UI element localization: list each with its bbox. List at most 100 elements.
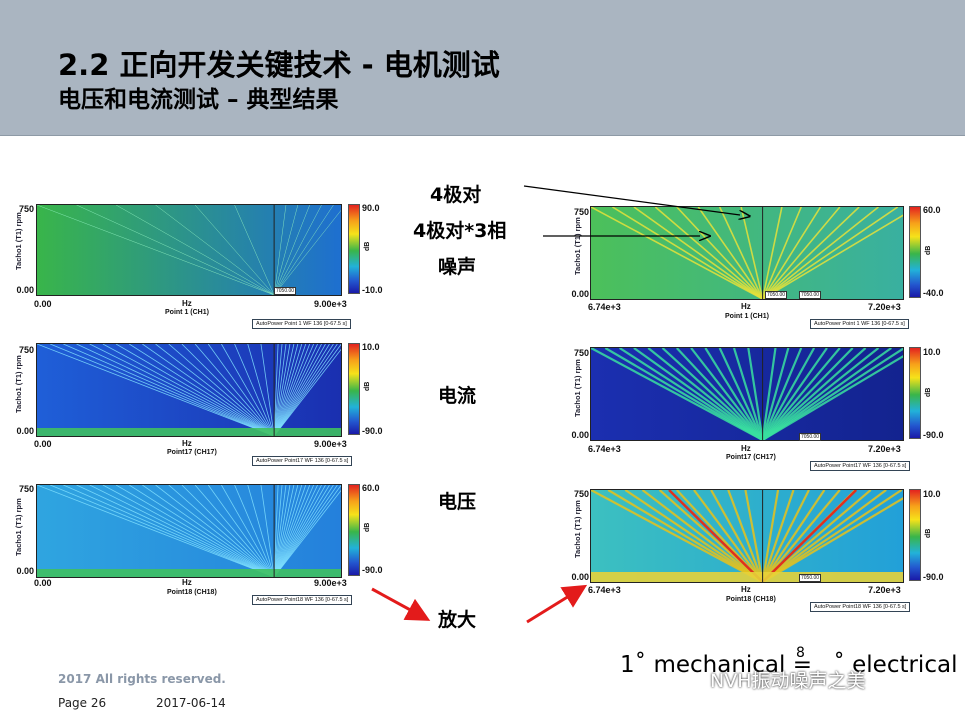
title-banner	[0, 0, 965, 136]
x-tick-left: 0.00	[34, 578, 52, 588]
spectrogram-left-1: Tacho1 (T1) rpm 750 0.00 0.00 9.00e+3 Hz…	[0, 195, 390, 330]
colorbar	[348, 343, 360, 435]
channel-label: Point17 (CH17)	[726, 454, 776, 461]
x-tick-right: 7.20e+3	[868, 302, 901, 312]
y-tick-top: 750	[573, 207, 589, 217]
colorbar-unit: dB	[364, 241, 371, 251]
formula-fraction: 8	[796, 645, 805, 661]
label-noise: 噪声	[438, 256, 477, 278]
y-axis-label: Tacho1 (T1) rpm	[14, 498, 23, 556]
colorbar-max: 10.0	[362, 342, 380, 352]
x-tick-right: 7.20e+3	[868, 444, 901, 454]
colorbar-unit: dB	[925, 387, 932, 397]
spectrogram-area	[36, 343, 342, 437]
legend-box: AutoPower Point18 WF 136 [0-67.5 s]	[810, 602, 911, 612]
spectrogram-area	[36, 204, 342, 296]
formula-text: 1˚ mechanical = ˚ electrical	[620, 652, 957, 678]
spectrogram-left-3: Tacho1 (T1) rpm 750 0.00 0.00 9.00e+3 Hz…	[0, 478, 390, 613]
channel-label: Point18 (CH18)	[167, 589, 217, 596]
spectrogram-right-1: Tacho1 (T1) rpm 750 0.00 6.74e+3 7.20e+3…	[555, 195, 945, 330]
y-tick-bottom: 0.00	[16, 566, 34, 576]
y-tick-top: 750	[573, 348, 589, 358]
legend-box: AutoPower Point17 WF 136 [0-67.5 s]	[810, 461, 911, 471]
colorbar-min: -10.0	[362, 285, 383, 295]
spectrogram-area	[36, 484, 342, 578]
x-tick-right: 7.20e+3	[868, 585, 901, 595]
x-axis-label: Hz	[741, 444, 751, 453]
spectrogram-right-2: Tacho1 (T1) rpm 750 0.00 6.74e+3 7.20e+3…	[555, 337, 945, 472]
spectrogram-area	[590, 206, 904, 300]
spectrogram-image	[37, 205, 341, 295]
slide-subtitle: 电压和电流测试 – 典型结果	[58, 87, 339, 113]
colorbar-max: 90.0	[362, 203, 380, 213]
x-tick-left: 0.00	[34, 439, 52, 449]
colorbar-unit: dB	[364, 381, 371, 391]
x-axis-label: Hz	[182, 439, 192, 448]
cursor-readout: 7050.00	[274, 287, 297, 295]
label-voltage: 电压	[438, 491, 477, 513]
colorbar	[909, 206, 921, 298]
legend-box: AutoPower Point18 WF 136 [0-67.5 s]	[252, 595, 353, 605]
colorbar-min: -90.0	[362, 426, 383, 436]
colorbar-unit: dB	[925, 528, 932, 538]
x-axis-label: Hz	[182, 299, 192, 308]
formula-right: ˚ electrical	[833, 652, 958, 678]
spectrogram-area	[590, 489, 904, 583]
x-tick-left: 6.74e+3	[588, 585, 621, 595]
y-axis-label: Tacho1 (T1) rpm	[573, 500, 582, 558]
x-tick-right: 9.00e+3	[314, 439, 347, 449]
spectrogram-image	[591, 490, 903, 582]
y-axis-label: Tacho1 (T1) rpm	[573, 359, 582, 417]
y-tick-top: 750	[18, 204, 34, 214]
x-tick-right: 9.00e+3	[314, 299, 347, 309]
channel-label: Point 1 (CH1)	[725, 313, 769, 320]
spectrogram-image	[37, 344, 341, 436]
colorbar-min: -90.0	[923, 572, 944, 582]
channel-label: Point 1 (CH1)	[165, 309, 209, 316]
x-tick-left: 6.74e+3	[588, 302, 621, 312]
x-tick-left: 6.74e+3	[588, 444, 621, 454]
y-tick-bottom: 0.00	[571, 572, 589, 582]
colorbar-max: 60.0	[362, 483, 380, 493]
spectrogram-left-2: Tacho1 (T1) rpm 750 0.00 0.00 9.00e+3 Hz…	[0, 335, 390, 470]
x-axis-label: Hz	[741, 302, 751, 311]
label-pole-pairs: 4极对	[430, 184, 482, 206]
y-tick-bottom: 0.00	[571, 289, 589, 299]
y-tick-bottom: 0.00	[16, 285, 34, 295]
y-tick-top: 750	[573, 489, 589, 499]
spectrogram-right-3: Tacho1 (T1) rpm 750 0.00 6.74e+3 7.20e+3…	[555, 480, 945, 615]
cursor-readout-2: 7050.00	[799, 291, 822, 299]
colorbar-min: -40.0	[923, 288, 944, 298]
colorbar-unit: dB	[364, 522, 371, 532]
channel-label: Point18 (CH18)	[726, 596, 776, 603]
colorbar	[348, 204, 360, 294]
legend-box: AutoPower Point17 WF 136 [0-67.5 s]	[252, 456, 353, 466]
page-number: Page 26	[58, 696, 107, 710]
channel-label: Point17 (CH17)	[167, 449, 217, 456]
formula-left: 1˚ mechanical =	[620, 652, 820, 678]
colorbar	[348, 484, 360, 576]
spectrogram-image	[591, 348, 903, 440]
colorbar	[909, 347, 921, 439]
colorbar-max: 60.0	[923, 205, 941, 215]
colorbar-min: -90.0	[923, 430, 944, 440]
label-current: 电流	[438, 385, 477, 407]
colorbar-min: -90.0	[362, 565, 383, 575]
colorbar-max: 10.0	[923, 347, 941, 357]
y-axis-label: Tacho1 (T1) rpm	[14, 212, 23, 270]
spectrogram-area	[590, 347, 904, 441]
legend-box: AutoPower Point 1 WF 136 [0-67.5 s]	[252, 319, 351, 329]
y-axis-label: Tacho1 (T1) rpm	[14, 355, 23, 413]
cursor-readout: 7050.00	[799, 433, 822, 441]
x-axis-label: Hz	[182, 578, 192, 587]
label-pole-pairs-3phase: 4极对*3相	[413, 220, 507, 242]
x-axis-label: Hz	[741, 585, 751, 594]
y-axis-label: Tacho1 (T1) rpm	[573, 217, 582, 275]
x-tick-right: 9.00e+3	[314, 578, 347, 588]
cursor-readout: 7050.00	[799, 574, 822, 582]
colorbar-max: 10.0	[923, 489, 941, 499]
slide-title: 2.2 正向开发关键技术 - 电机测试	[58, 48, 500, 82]
watermark: NVH振动噪声之美	[710, 670, 866, 692]
slide-date: 2017-06-14	[156, 696, 226, 710]
spectrogram-image	[591, 207, 903, 299]
